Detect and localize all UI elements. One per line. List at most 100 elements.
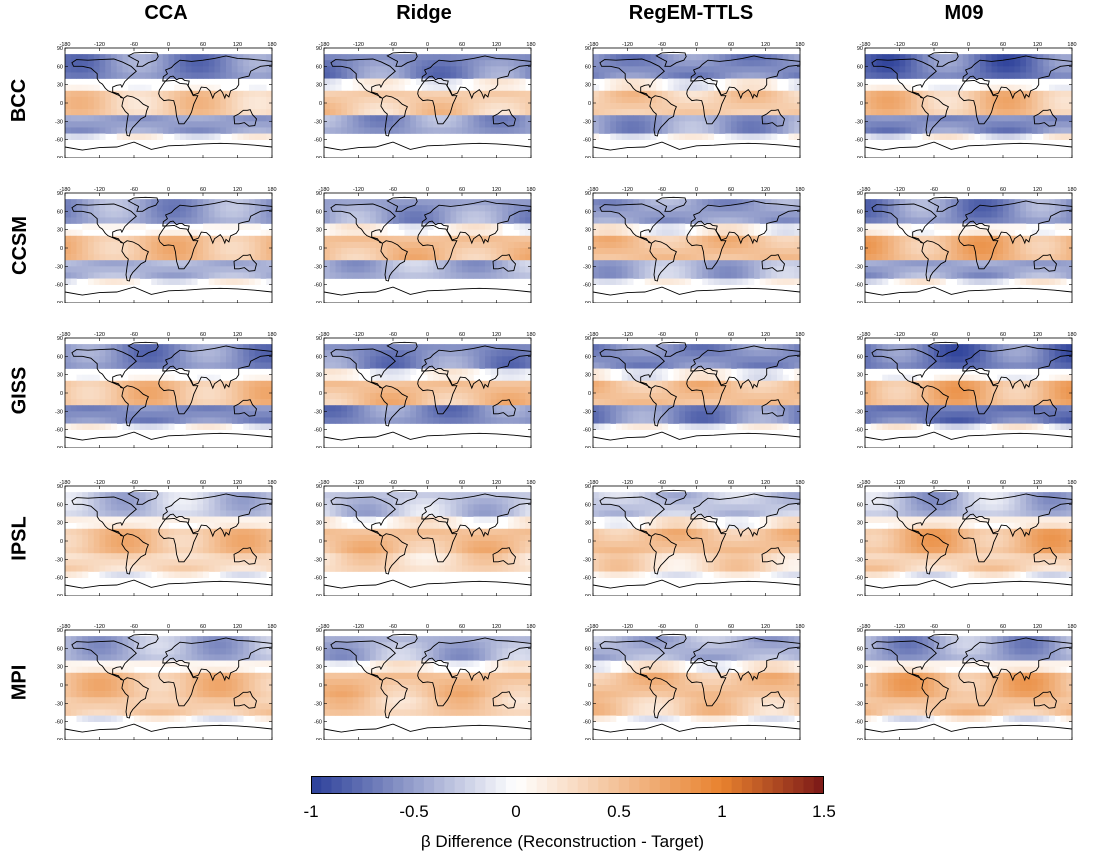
grid-cell [794,127,801,134]
grid-cell [771,248,778,255]
grid-cell [254,211,261,218]
grid-cell [197,211,204,218]
grid-cell [168,362,175,369]
grid-cell [985,103,992,110]
grid-cell [1014,260,1021,267]
grid-cell [151,72,158,79]
grid-cell [957,205,964,212]
grid-cell [593,205,600,212]
grid-cell [421,235,428,243]
grid-cell [128,60,135,67]
grid-cell [243,66,250,73]
grid-cell [82,90,89,98]
grid-cell [249,386,256,394]
grid-cell [82,66,89,73]
grid-cell [335,78,342,85]
grid-cell [508,96,515,104]
grid-cell [347,405,354,412]
grid-cell [151,66,158,73]
grid-cell [134,96,141,104]
grid-cell [226,272,233,279]
grid-cell [208,109,215,116]
grid-cell [725,254,732,261]
grid-cell [116,241,123,249]
grid-cell [633,72,640,79]
grid-cell [99,356,106,363]
grid-cell [208,254,215,261]
grid-cell [719,127,726,134]
grid-cell [1014,217,1021,224]
grid-cell [157,72,164,79]
grid-cell [644,84,651,92]
grid-cell [934,84,941,92]
grid-cell [444,248,451,255]
grid-cell [421,54,428,61]
grid-cell [439,60,446,67]
grid-cell [794,260,801,267]
grid-cell [122,248,129,255]
grid-cell [974,217,981,224]
grid-cell [650,127,657,134]
grid-cell [876,199,883,206]
grid-cell [134,103,141,110]
grid-cell [870,217,877,224]
grid-cell [616,217,623,224]
grid-cell [404,60,411,67]
grid-cell [93,405,100,412]
grid-cell [208,211,215,218]
grid-cell [870,229,877,237]
grid-cell [997,54,1004,61]
grid-cell [231,380,238,388]
grid-cell [742,103,749,110]
y-tick-label: -90 [55,446,63,448]
grid-cell [381,121,388,128]
grid-cell [70,386,77,394]
grid-cell [865,229,872,237]
grid-cell [191,90,198,98]
grid-cell [214,60,221,67]
grid-cell [226,241,233,249]
grid-cell [765,235,772,243]
grid-cell [324,229,331,237]
grid-cell [870,205,877,212]
coastline-australia [233,399,257,417]
grid-cell [782,90,789,98]
grid-cell [991,199,998,206]
coastline-greenland [655,51,687,67]
grid-cell [208,235,215,243]
grid-cell [962,103,969,110]
grid-cell [962,109,969,116]
grid-cell [667,78,674,85]
grid-cell [358,241,365,249]
grid-cell [99,241,106,249]
grid-cell [1014,133,1021,140]
grid-cell [736,66,743,73]
grid-cell [381,84,388,92]
grid-cell [254,127,261,134]
grid-cell [70,60,77,67]
grid-cell [759,235,766,243]
y-tick-label: -90 [855,301,863,303]
grid-cell [214,217,221,224]
grid-cell [387,84,394,92]
grid-cell [433,380,440,388]
grid-cell [667,127,674,134]
grid-cell [922,96,929,104]
grid-cell [496,362,503,369]
grid-cell [180,350,187,357]
grid-cell [719,211,726,218]
grid-cell [243,248,250,255]
grid-cell [162,127,169,134]
grid-cell [525,205,532,212]
grid-cell [116,405,123,412]
grid-cell [128,121,135,128]
grid-cell [214,411,221,418]
grid-cell [393,399,400,406]
grid-cell [105,96,112,104]
grid-cell [358,90,365,98]
grid-cell [759,96,766,104]
grid-cell [519,380,526,388]
grid-cell [93,248,100,255]
grid-cell [439,211,446,218]
grid-cell [479,241,486,249]
